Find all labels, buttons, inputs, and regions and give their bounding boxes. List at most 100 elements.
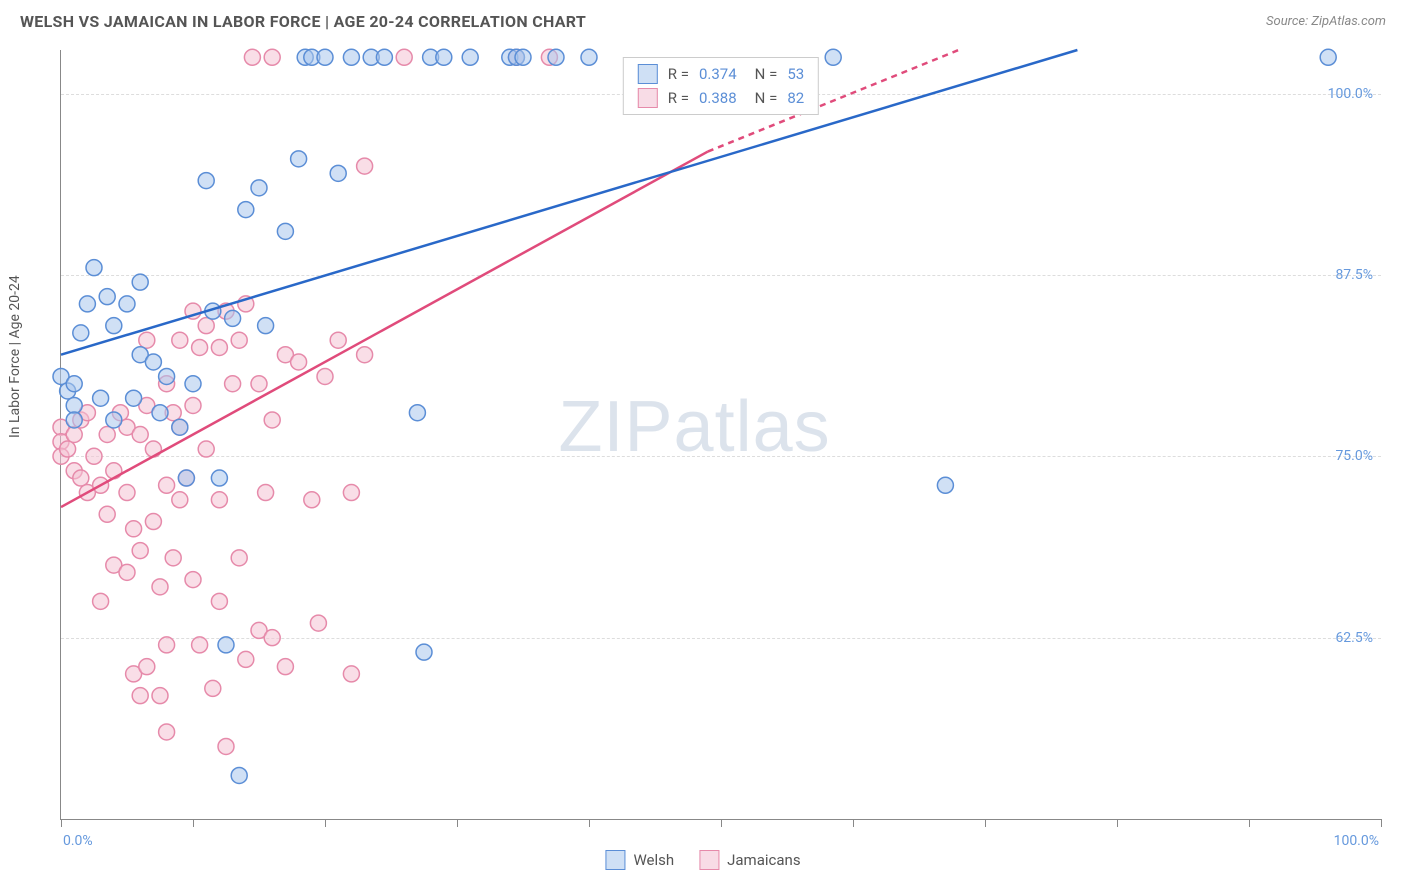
scatter-point (205, 680, 221, 696)
scatter-point (231, 550, 247, 566)
scatter-point (185, 376, 201, 392)
scatter-point (291, 354, 307, 370)
scatter-point (343, 485, 359, 501)
scatter-point (145, 514, 161, 530)
scatter-point (238, 651, 254, 667)
chart-source: Source: ZipAtlas.com (1266, 14, 1386, 29)
scatter-point (66, 376, 82, 392)
scatter-point (132, 274, 148, 290)
scatter-point (231, 332, 247, 348)
scatter-point (330, 332, 346, 348)
scatter-point (317, 49, 333, 65)
scatter-point (152, 405, 168, 421)
scatter-point (119, 485, 135, 501)
x-tick (457, 819, 458, 827)
scatter-point (79, 296, 95, 312)
scatter-point (185, 572, 201, 588)
scatter-point (251, 180, 267, 196)
scatter-point (159, 724, 175, 740)
correlation-legend: R = 0.374 N = 53 R = 0.388 N = 82 (623, 57, 819, 115)
scatter-point (165, 550, 181, 566)
scatter-point (172, 419, 188, 435)
scatter-point (304, 492, 320, 508)
scatter-point (258, 318, 274, 334)
chart-plot-area: ZIPatlas R = 0.374 N = 53 R = 0.388 N = … (60, 50, 1381, 820)
scatter-point (310, 615, 326, 631)
scatter-point (396, 49, 412, 65)
scatter-point (258, 485, 274, 501)
scatter-point (106, 412, 122, 428)
scatter-point (139, 659, 155, 675)
scatter-point (825, 49, 841, 65)
scatter-point (211, 492, 227, 508)
scatter-point (264, 630, 280, 646)
scatter-point (99, 506, 115, 522)
x-tick (1249, 819, 1250, 827)
x-tick (325, 819, 326, 827)
scatter-point (126, 521, 142, 537)
scatter-point (139, 332, 155, 348)
scatter-point (198, 318, 214, 334)
scatter-point (330, 165, 346, 181)
x-tick (61, 819, 62, 827)
scatter-point (238, 202, 254, 218)
scatter-point (357, 347, 373, 363)
scatter-point (416, 644, 432, 660)
scatter-point (211, 339, 227, 355)
scatter-point (264, 412, 280, 428)
scatter-point (99, 427, 115, 443)
scatter-point (159, 477, 175, 493)
legend-item-jamaicans: Jamaicans (699, 850, 800, 870)
scatter-point (172, 332, 188, 348)
scatter-point (376, 49, 392, 65)
x-axis-min-label: 0.0% (63, 833, 93, 849)
scatter-point (218, 738, 234, 754)
scatter-point (211, 593, 227, 609)
scatter-point (548, 49, 564, 65)
scatter-point (119, 564, 135, 580)
scatter-point (343, 49, 359, 65)
scatter-point (198, 173, 214, 189)
legend-row-welsh: R = 0.374 N = 53 (638, 64, 804, 84)
scatter-point (317, 368, 333, 384)
scatter-point (93, 593, 109, 609)
scatter-point (126, 390, 142, 406)
x-tick (1117, 819, 1118, 827)
scatter-point (99, 289, 115, 305)
scatter-point (93, 390, 109, 406)
trend-line (61, 50, 1077, 355)
scatter-point (192, 339, 208, 355)
legend-item-welsh: Welsh (605, 850, 674, 870)
scatter-point (73, 470, 89, 486)
legend-row-jamaicans: R = 0.388 N = 82 (638, 88, 804, 108)
scatter-point (1320, 49, 1336, 65)
scatter-point (225, 310, 241, 326)
scatter-point (277, 659, 293, 675)
scatter-point (159, 368, 175, 384)
legend-swatch-icon (699, 850, 719, 870)
scatter-point (60, 441, 76, 457)
scatter-point (66, 427, 82, 443)
scatter-point (409, 405, 425, 421)
x-tick (721, 819, 722, 827)
chart-header: WELSH VS JAMAICAN IN LABOR FORCE | AGE 2… (20, 12, 1386, 31)
scatter-point (152, 579, 168, 595)
scatter-point (264, 49, 280, 65)
scatter-point (231, 767, 247, 783)
scatter-point (66, 412, 82, 428)
x-tick (589, 819, 590, 827)
scatter-point (277, 223, 293, 239)
scatter-point (581, 49, 597, 65)
scatter-point (211, 470, 227, 486)
scatter-point (86, 260, 102, 276)
scatter-svg (61, 50, 1381, 819)
scatter-point (132, 688, 148, 704)
scatter-point (937, 477, 953, 493)
chart-title: WELSH VS JAMAICAN IN LABOR FORCE | AGE 2… (20, 12, 586, 31)
scatter-point (185, 397, 201, 413)
trend-line (61, 152, 708, 507)
scatter-point (291, 151, 307, 167)
scatter-point (132, 543, 148, 559)
scatter-point (119, 296, 135, 312)
scatter-point (436, 49, 452, 65)
